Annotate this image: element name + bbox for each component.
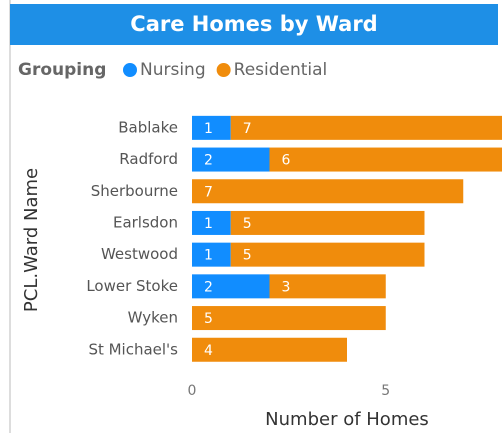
bar: [192, 115, 231, 140]
data-label: 1: [204, 248, 213, 264]
data-label: 6: [282, 153, 291, 169]
data-label: 5: [243, 248, 252, 264]
bar: [192, 147, 270, 172]
data-label: 1: [204, 121, 213, 137]
title-bar: [10, 4, 498, 45]
y-tick-label: St Michael's: [88, 340, 178, 358]
y-tick-label: Westwood: [101, 245, 178, 263]
y-tick-label: Earlsdon: [113, 213, 178, 231]
y-tick-label: Lower Stoke: [86, 277, 178, 295]
legend-title: Grouping: [18, 60, 106, 80]
chart-title: Care Homes by Ward: [130, 12, 377, 36]
data-label: 3: [282, 279, 291, 295]
bar: [192, 242, 231, 267]
y-tick-label: Radford: [119, 150, 178, 168]
bar: [230, 242, 425, 267]
y-axis-label: PCL.Ward Name: [21, 168, 42, 312]
y-tick-label: Wyken: [128, 309, 178, 327]
x-tick-label: 0: [188, 383, 197, 399]
bar: [230, 210, 425, 235]
legend-label: Nursing: [140, 60, 206, 80]
data-label: 2: [204, 153, 213, 169]
legend-marker: [216, 63, 231, 77]
data-label: 7: [243, 121, 252, 137]
data-label: 5: [243, 216, 252, 232]
data-label: 2: [204, 279, 213, 295]
x-tick-label: 5: [381, 383, 390, 399]
legend-label: Residential: [234, 60, 328, 80]
bar: [269, 147, 502, 172]
data-label: 1: [204, 216, 213, 232]
data-label: 5: [204, 311, 213, 327]
bar: [269, 274, 386, 299]
bar: [192, 179, 464, 204]
bar: [192, 274, 270, 299]
bar: [192, 337, 347, 362]
y-tick-label: Bablake: [118, 118, 178, 136]
bar: [192, 306, 386, 331]
legend-marker: [123, 63, 137, 77]
y-tick-label: Sherbourne: [91, 182, 178, 200]
data-label: 4: [204, 343, 213, 359]
bar: [192, 210, 231, 235]
x-axis-label: Number of Homes: [265, 409, 429, 430]
data-label: 7: [204, 184, 213, 200]
bar: [230, 115, 502, 140]
